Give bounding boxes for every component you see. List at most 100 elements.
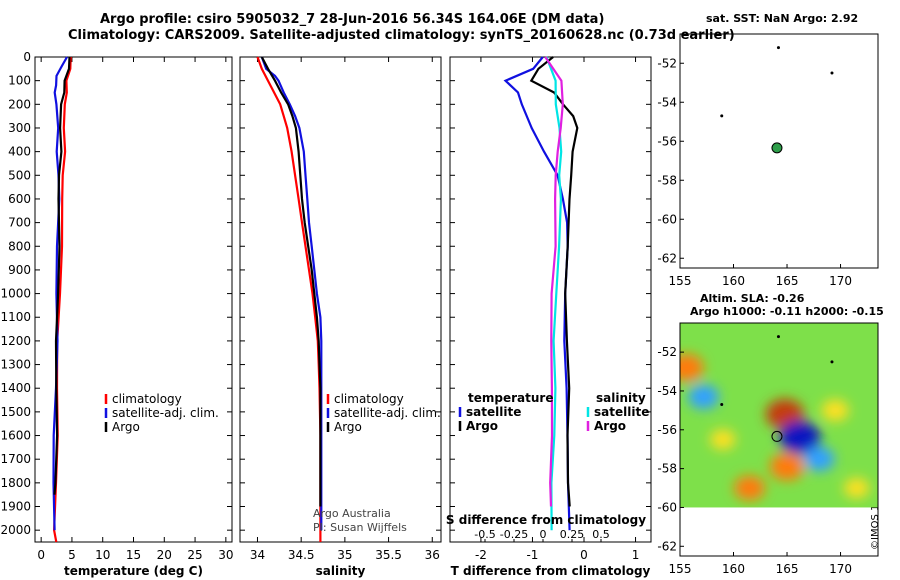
pressure-tick-label: 1400	[0, 381, 31, 395]
salinity-x-tick-label: 36	[425, 548, 440, 562]
salinity-difference-tick-label: -0.5	[474, 528, 495, 541]
temperature-x-tick-label: 25	[187, 548, 202, 562]
salinity-x-axis-label: salinity	[316, 564, 366, 578]
sla-panel-title-line2: Argo h1000: -0.11 h2000: -0.15	[690, 305, 884, 318]
pressure-tick-label: 100	[8, 74, 31, 88]
sla_map-y-tick-label: -60	[657, 500, 677, 514]
temperature-legend-label: climatology	[112, 392, 182, 406]
pressure-tick-label: 1900	[0, 500, 31, 514]
salinity-plot-frame	[239, 56, 442, 543]
sst-panel-title: sat. SST: NaN Argo: 2.92	[706, 12, 859, 25]
pressure-tick-label: 500	[8, 168, 31, 182]
sla_map-y-tick-label: -62	[657, 539, 677, 553]
pressure-tick-label: 400	[8, 145, 31, 159]
sla-anomaly-blob	[710, 429, 736, 450]
temperature-series-argo	[53, 56, 71, 495]
difference-series-t-argo	[529, 56, 579, 507]
sst_map-x-tick-label: 160	[722, 274, 745, 288]
credit-argo-australia: Argo Australia	[313, 507, 391, 520]
pressure-tick-label: 1600	[0, 429, 31, 443]
pressure-tick-label: 1500	[0, 405, 31, 419]
credit-pi-name: PI: Susan Wijffels	[313, 521, 407, 534]
difference-series-s-argo	[544, 56, 564, 507]
pressure-tick-label: 900	[8, 263, 31, 277]
sla-panel-title-line1: Altim. SLA: -0.26	[700, 292, 805, 305]
salinity-difference-axis-label: S difference from climatology	[446, 513, 646, 527]
salinity-legend-label: satellite-adj. clim.	[334, 406, 441, 420]
difference-plot-frame	[449, 56, 652, 543]
salinity-legend-label: Argo	[334, 420, 362, 434]
sla_map-x-tick-label: 170	[829, 562, 852, 576]
pressure-tick-label: 600	[8, 192, 31, 206]
temperature-x-tick-label: 0	[37, 548, 45, 562]
pressure-tick-label: 1000	[0, 287, 31, 301]
sla_map-other-float-dot	[830, 360, 834, 364]
sla-field	[680, 323, 878, 508]
pressure-tick-label: 1100	[0, 310, 31, 324]
temperature-x-tick-label: 15	[126, 548, 141, 562]
salinity-x-tick-label: 34.5	[288, 548, 315, 562]
sla_map-x-tick-label: 160	[722, 562, 745, 576]
sla-anomaly-blob	[769, 452, 805, 481]
difference-legend-label: Argo	[594, 419, 626, 433]
sla-anomaly-blob	[688, 384, 719, 410]
difference-legend-title-salinity: salinity	[596, 391, 646, 405]
sst_map-y-tick-label: -58	[657, 173, 677, 187]
temperature-x-axis-label: temperature (deg C)	[64, 564, 203, 578]
salinity-difference-tick-label: -0.25	[500, 528, 528, 541]
pressure-tick-label: 1300	[0, 358, 31, 372]
sst_map-y-tick-label: -52	[657, 56, 677, 70]
sst_map-other-float-dot	[720, 114, 724, 118]
salinity-x-tick-label: 35.5	[375, 548, 402, 562]
sla_map-other-float-dot	[720, 403, 724, 407]
salinity-series-satellite-adj-clim-	[260, 56, 323, 531]
sla-anomaly-blob	[779, 420, 821, 455]
sla_map-y-tick-label: -52	[657, 345, 677, 359]
salinity-series-climatology	[256, 56, 322, 542]
sst_map-other-float-dot	[830, 71, 834, 75]
temperature-legend-label: Argo	[112, 420, 140, 434]
sla_map-other-float-dot	[776, 335, 780, 339]
sst_map-y-tick-label: -60	[657, 212, 677, 226]
salinity-x-tick-label: 34	[250, 548, 265, 562]
temperature-x-tick-label: 10	[95, 548, 110, 562]
salinity-series-argo	[260, 56, 322, 507]
figure-title-line1: Argo profile: csiro 5905032_7 28-Jun-201…	[100, 12, 605, 27]
difference-legend-label: satellite	[594, 405, 649, 419]
salinity-difference-tick-label: 0	[540, 528, 547, 541]
pressure-tick-label: 1700	[0, 452, 31, 466]
pressure-tick-label: 1800	[0, 476, 31, 490]
sst_map-x-tick-label: 170	[829, 274, 852, 288]
difference-series-s-satellite	[545, 56, 563, 531]
sla-anomaly-blob	[734, 475, 765, 501]
pressure-tick-label: 200	[8, 97, 31, 111]
sla_map-y-tick-label: -58	[657, 462, 677, 476]
difference-legend-title-temperature: temperature	[468, 391, 553, 405]
sst_map-y-tick-label: -56	[657, 134, 677, 148]
sst_map-other-float-dot	[776, 46, 780, 50]
sla-anomaly-group	[680, 353, 870, 501]
difference-series-t-satellite	[503, 56, 571, 531]
pressure-tick-label: 800	[8, 239, 31, 253]
sla-anomaly-blob	[680, 353, 704, 382]
difference-x-axis-label: T difference from climatology	[451, 564, 651, 578]
sst_map-x-tick-label: 165	[776, 274, 799, 288]
sst_map-y-tick-label: -62	[657, 251, 677, 265]
difference-x-tick-label: -2	[475, 548, 487, 562]
figure-title-line2: Climatology: CARS2009. Satellite-adjuste…	[68, 28, 735, 43]
difference-x-tick-label: 1	[632, 548, 640, 562]
sst_map-frame	[679, 33, 879, 269]
temperature-x-tick-label: 30	[218, 548, 233, 562]
sla_map-y-tick-label: -56	[657, 423, 677, 437]
salinity-difference-tick-label: 0.25	[560, 528, 585, 541]
pressure-tick-label: 700	[8, 216, 31, 230]
difference-x-tick-label: -1	[526, 548, 538, 562]
difference-x-tick-label: 0	[580, 548, 588, 562]
sla_map-frame	[679, 322, 879, 557]
sst_map-float-position-marker	[771, 142, 783, 154]
temperature-x-tick-label: 5	[68, 548, 76, 562]
sla_map-float-position-marker	[771, 430, 783, 442]
salinity-difference-tick-label: 0.5	[592, 528, 610, 541]
sst_map-y-tick-label: -54	[657, 95, 677, 109]
